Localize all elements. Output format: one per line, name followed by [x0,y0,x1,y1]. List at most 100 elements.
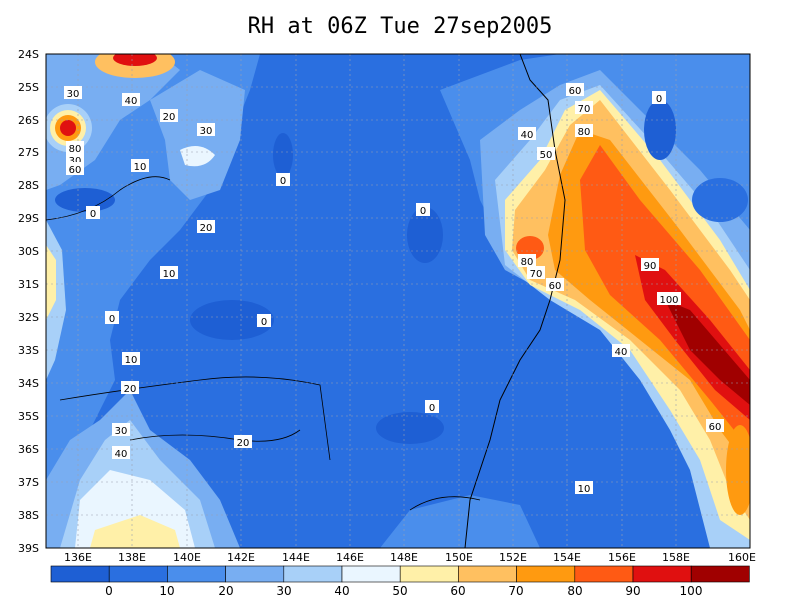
svg-text:10: 10 [134,162,147,173]
contour-label: 40 [518,127,536,141]
plot-frame [45,53,751,549]
colorbar-swatch [458,565,517,583]
colorbar [50,565,750,583]
lat-axis: 24S 25S 26S 27S 28S 29S 30S 31S 32S 33S … [18,48,39,555]
contour-label: 40 [112,446,130,460]
contour-label: 80 [518,254,536,268]
colorbar-swatch [341,565,401,583]
colorbar-label: 50 [392,584,407,598]
contour-label: 0 [86,206,100,220]
map-title: RH at 06Z Tue 27sep2005 [247,14,553,39]
contour-label: 10 [160,266,178,280]
lon-tick-label: 158E [662,551,690,564]
svg-text:10: 10 [125,355,138,366]
contour-label: 0 [257,314,271,328]
svg-text:80: 80 [578,127,591,138]
colorbar-swatch [225,565,285,583]
svg-text:40: 40 [521,130,534,141]
svg-text:30: 30 [115,426,128,437]
lon-tick-label: 138E [118,551,146,564]
svg-text:10: 10 [163,269,176,280]
lon-tick-label: 152E [499,551,527,564]
contour-label: 20 [121,381,139,395]
svg-text:50: 50 [540,150,553,161]
lat-tick-label: 37S [18,476,39,489]
svg-text:0: 0 [280,176,286,187]
contour-label: 30 [64,86,82,100]
lon-tick-label: 142E [227,551,255,564]
lat-tick-label: 30S [18,245,39,258]
svg-text:0: 0 [429,403,435,414]
contour-label: 70 [527,266,545,280]
colorbar-label: 20 [218,584,233,598]
contour-labels: 30 40 20 30 80 60 10 0 0 20 10 0 0 0 30 … [64,83,724,495]
contour-label: 50 [537,147,555,161]
lon-tick-label: 156E [608,551,636,564]
svg-text:0: 0 [420,206,426,217]
lat-tick-label: 28S [18,179,39,192]
svg-text:70: 70 [530,269,543,280]
lat-tick-label: 35S [18,410,39,423]
contour-label: 0 [652,91,666,105]
lat-tick-label: 32S [18,311,39,324]
colorbar-labels: 0 10 20 30 40 50 60 70 80 90 100 [105,584,702,598]
lon-tick-label: 160E [728,551,756,564]
contour-label: 0 [425,400,439,414]
lon-tick-label: 144E [282,551,310,564]
contour-label: 0 [105,311,119,325]
contour-label: 10 [131,159,149,173]
contour-label: 90 [641,258,659,272]
colorbar-swatch [690,565,750,583]
lon-tick-label: 136E [64,551,92,564]
colorbar-swatch [283,565,343,583]
rh-field [46,54,750,548]
lat-tick-label: 38S [18,509,39,522]
colorbar-swatch [167,565,226,583]
svg-text:60: 60 [709,422,722,433]
svg-text:60: 60 [549,281,562,292]
contour-label: 60 [566,83,584,97]
lon-tick-label: 154E [553,551,581,564]
contour-label: 20 [197,220,215,234]
contour-label: 30 [112,423,130,437]
contour-label: 60 [66,162,84,176]
svg-text:30: 30 [67,89,80,100]
svg-text:20: 20 [237,438,250,449]
svg-text:70: 70 [578,104,591,115]
colorbar-label: 90 [625,584,640,598]
svg-text:20: 20 [124,384,137,395]
svg-text:40: 40 [615,347,628,358]
svg-text:100: 100 [659,295,678,306]
svg-text:60: 60 [69,165,82,176]
lat-tick-label: 39S [18,542,39,555]
lon-tick-label: 146E [336,551,364,564]
svg-text:20: 20 [200,223,213,234]
contour-label: 10 [575,481,593,495]
colorbar-label: 80 [567,584,582,598]
lat-tick-label: 26S [18,114,39,127]
lat-tick-label: 25S [18,81,39,94]
lat-tick-label: 36S [18,443,39,456]
svg-text:20: 20 [163,112,176,123]
colorbar-swatch [50,565,110,583]
colorbar-swatch [632,565,692,583]
contour-label: 80 [66,141,84,155]
svg-text:80: 80 [521,257,534,268]
contour-label: 0 [276,173,290,187]
colorbar-label: 100 [680,584,703,598]
svg-text:90: 90 [644,261,657,272]
colorbar-swatch [516,565,576,583]
lon-axis: 136E 138E 140E 142E 144E 146E 148E 150E … [64,551,756,564]
svg-text:40: 40 [115,449,128,460]
lat-tick-label: 34S [18,377,39,390]
svg-text:30: 30 [69,156,82,167]
colorbar-label: 0 [105,584,113,598]
lat-tick-label: 31S [18,278,39,291]
lat-tick-label: 29S [18,212,39,225]
lat-tick-label: 33S [18,344,39,357]
contour-label: 20 [160,109,178,123]
contour-label: 30 [197,123,215,137]
lon-tick-label: 148E [390,551,418,564]
lat-tick-label: 27S [18,146,39,159]
svg-text:40: 40 [125,96,138,107]
